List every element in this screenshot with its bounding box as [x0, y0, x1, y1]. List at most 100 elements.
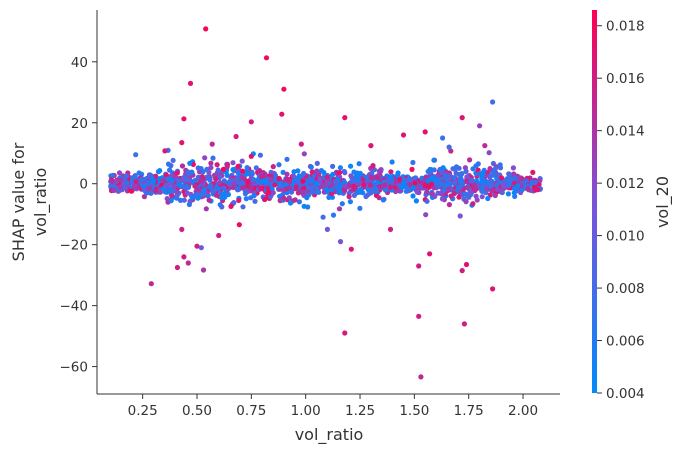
- data-point: [347, 199, 353, 205]
- data-point: [497, 165, 504, 171]
- data-point: [148, 281, 154, 287]
- data-point: [529, 179, 535, 185]
- data-point: [262, 196, 268, 202]
- y-tick-label: 0: [79, 177, 88, 193]
- data-point: [425, 178, 431, 184]
- data-point: [356, 161, 362, 167]
- data-point: [114, 179, 120, 185]
- data-point: [403, 184, 409, 190]
- data-point: [463, 168, 469, 174]
- data-point: [276, 162, 282, 168]
- data-point: [347, 182, 353, 189]
- data-point: [228, 203, 234, 209]
- data-point: [179, 163, 186, 169]
- data-point: [251, 193, 257, 199]
- data-point: [537, 177, 543, 183]
- data-point: [300, 189, 306, 195]
- data-point: [341, 179, 348, 185]
- data-point: [249, 169, 255, 175]
- data-point: [221, 185, 227, 191]
- data-point: [506, 179, 512, 185]
- data-point: [487, 178, 494, 184]
- data-point: [337, 239, 344, 245]
- data-point: [287, 200, 294, 206]
- data-point: [488, 173, 494, 179]
- data-point: [348, 163, 354, 169]
- data-point: [487, 166, 493, 172]
- data-point: [444, 180, 450, 186]
- data-point: [148, 190, 154, 196]
- data-point: [213, 176, 219, 182]
- data-point: [286, 179, 292, 185]
- data-point: [427, 251, 433, 257]
- data-point: [479, 188, 485, 194]
- data-point: [239, 174, 245, 180]
- data-point: [470, 201, 476, 207]
- data-point: [110, 172, 116, 178]
- data-point: [215, 167, 221, 173]
- data-point: [361, 182, 367, 188]
- data-point: [202, 155, 208, 161]
- data-point: [519, 187, 525, 193]
- data-point: [235, 163, 241, 169]
- data-point: [195, 165, 201, 171]
- colorbar-ticks: 0.004 0.006 0.008 0.010 0.012 0.014 0.016 0.018: [597, 19, 645, 402]
- data-point: [399, 183, 406, 189]
- colorbar-tick-label: 0.008: [606, 281, 645, 297]
- data-point: [459, 268, 465, 274]
- data-point: [464, 174, 470, 180]
- data-point: [270, 164, 276, 170]
- data-point: [133, 152, 139, 158]
- x-tick-label: 1.50: [399, 403, 429, 419]
- data-point: [168, 198, 174, 204]
- data-point: [308, 164, 314, 170]
- data-point: [457, 184, 463, 190]
- data-point: [167, 176, 173, 182]
- data-point: [129, 175, 136, 181]
- data-point: [146, 185, 153, 191]
- data-point: [441, 187, 447, 194]
- data-point: [452, 180, 458, 186]
- data-point: [189, 195, 195, 201]
- data-point: [185, 171, 192, 177]
- data-point: [429, 175, 435, 181]
- colorbar-tick-label: 0.004: [606, 386, 645, 402]
- data-point: [296, 199, 302, 205]
- data-point: [336, 206, 343, 212]
- data-point: [210, 155, 216, 161]
- data-point: [179, 226, 185, 232]
- data-point: [482, 143, 488, 149]
- data-point: [217, 179, 223, 186]
- data-point: [510, 165, 516, 171]
- y-axis-ticks: 40 20 0 −20 −40 −60: [60, 55, 97, 376]
- data-point: [111, 187, 117, 193]
- data-point: [124, 180, 130, 186]
- data-point: [295, 168, 301, 174]
- data-point: [474, 178, 480, 184]
- y-axis-title-line-2: vol_ratio: [31, 168, 51, 237]
- data-point: [314, 160, 320, 166]
- data-point: [146, 180, 152, 186]
- y-axis-title-line-1: SHAP value for: [9, 142, 28, 261]
- data-point: [368, 189, 374, 196]
- data-point: [174, 264, 180, 271]
- data-point: [286, 195, 292, 201]
- data-point: [507, 172, 513, 178]
- data-point: [439, 196, 445, 202]
- data-point: [395, 170, 401, 176]
- data-point: [322, 182, 328, 188]
- data-point: [324, 174, 330, 180]
- colorbar-label: vol_20: [653, 176, 673, 228]
- data-point: [281, 195, 287, 201]
- data-point: [498, 175, 505, 181]
- data-point: [293, 184, 299, 190]
- data-point: [272, 182, 278, 188]
- data-point: [295, 190, 301, 196]
- data-point: [117, 184, 123, 190]
- data-point: [358, 186, 364, 192]
- data-point: [116, 170, 123, 176]
- data-point: [300, 178, 306, 184]
- data-point: [439, 181, 445, 187]
- data-point: [203, 26, 209, 32]
